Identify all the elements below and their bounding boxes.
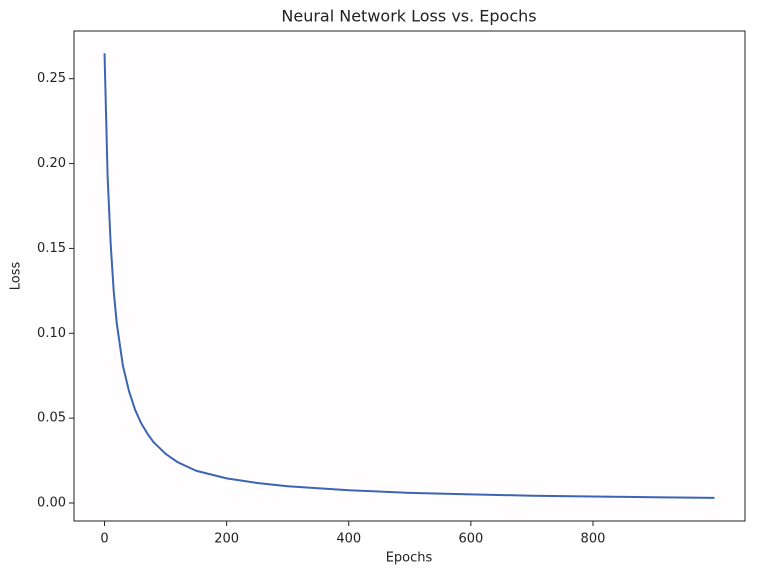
y-tick-label: 0.25 xyxy=(37,71,66,86)
y-tick-label: 0.20 xyxy=(37,156,66,171)
y-axis-label: Loss xyxy=(9,262,24,291)
y-tick-label: 0.10 xyxy=(37,326,66,341)
loss-line xyxy=(103,53,715,499)
x-tick-label: 0 xyxy=(100,532,108,547)
x-tick-label: 800 xyxy=(581,532,606,547)
x-tick-label: 200 xyxy=(214,532,239,547)
y-tick-label: 0.05 xyxy=(37,411,66,426)
plot-area xyxy=(73,30,746,522)
x-tick-label: 400 xyxy=(336,532,361,547)
chart-title: Neural Network Loss vs. Epochs xyxy=(281,7,536,26)
y-tick-label: 0.15 xyxy=(37,241,66,256)
y-tick-label: 0.00 xyxy=(37,496,66,511)
x-tick-label: 600 xyxy=(458,532,483,547)
x-axis-label: Epochs xyxy=(386,551,433,566)
